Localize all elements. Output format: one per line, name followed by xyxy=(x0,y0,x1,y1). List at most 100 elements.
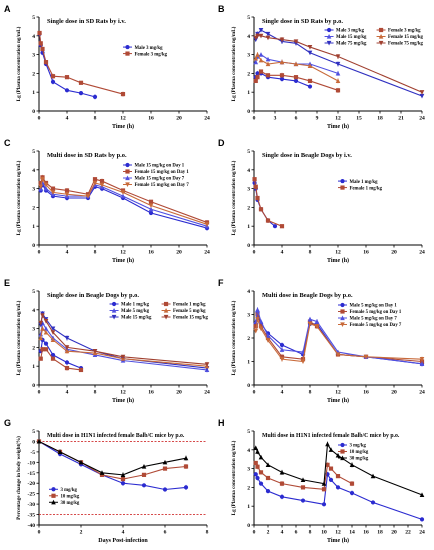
legend-entry-label: Female 1 mg/kg xyxy=(350,186,383,191)
series-3 xyxy=(253,69,341,93)
data-point xyxy=(120,193,126,199)
x-axis-label: Time (h) xyxy=(327,257,349,264)
x-axis-label: Time (h) xyxy=(112,257,134,264)
legend-entry-label: Female 15 mg/kg xyxy=(388,35,424,40)
data-point xyxy=(50,190,56,195)
data-point xyxy=(50,79,56,84)
y-tick-label: -15 xyxy=(28,471,36,477)
y-tick-label: 3 xyxy=(247,53,250,59)
data-point xyxy=(265,333,271,338)
y-axis-label: Lg (Plasma concentration ng/mL) xyxy=(230,160,237,235)
x-axis-label: Time (h) xyxy=(327,537,349,544)
legend-swatch-marker xyxy=(125,162,130,168)
chart-title: Single dose in Beagle Dogs by p.o. xyxy=(47,292,139,299)
data-point xyxy=(328,466,334,471)
legend-entry-label: Female 3 mg/kg xyxy=(135,52,168,57)
legend-swatch-marker xyxy=(378,40,384,46)
y-tick-label: 5 xyxy=(247,429,250,435)
x-tick-label: 20 xyxy=(176,116,182,122)
data-point xyxy=(92,180,98,186)
x-tick-label: 4 xyxy=(281,390,284,396)
data-point xyxy=(148,199,154,204)
y-axis-label: Percentage change in body weight(%) xyxy=(15,436,22,520)
data-point xyxy=(279,357,285,362)
legend-entry-label: Male 5 mg/kg xyxy=(121,309,150,314)
data-point xyxy=(279,481,285,486)
y-tick-label: 5 xyxy=(247,15,250,21)
y-tick-label: 3 xyxy=(247,187,250,193)
legend-entry-label: Male 1 mg/kg xyxy=(121,303,150,308)
legend-entry-label: Male 3 mg/kg xyxy=(336,29,365,34)
legend-swatch-marker xyxy=(125,44,130,50)
data-point xyxy=(253,445,259,451)
y-tick-label: 3 xyxy=(32,187,35,193)
y-axis-label: Lg (Plasma concentration ng/mL) xyxy=(230,440,237,515)
y-tick-label: 0 xyxy=(247,383,250,389)
y-tick-label: 0 xyxy=(247,109,250,115)
chart-title: Multi dose in SD Rats by p.o. xyxy=(47,152,127,159)
series-4 xyxy=(253,52,341,84)
x-tick-label: 18 xyxy=(377,530,383,536)
y-axis-label: Lg (Plasma concentration ng/mL) xyxy=(15,160,22,235)
y-tick-label: -35 xyxy=(28,513,36,519)
data-point xyxy=(43,186,49,191)
legend-swatch-marker xyxy=(125,182,130,188)
x-axis-label: Time (h) xyxy=(327,397,349,404)
data-point xyxy=(253,78,258,84)
y-tick-label: 2 xyxy=(247,485,250,491)
legend-entry-label: 30 mg/kg xyxy=(350,457,369,462)
x-tick-label: 8 xyxy=(309,530,312,536)
x-tick-label: 8 xyxy=(309,250,312,256)
y-tick-label: 2 xyxy=(32,71,35,77)
legend-swatch-marker xyxy=(340,302,345,308)
data-point xyxy=(162,466,168,471)
data-point xyxy=(141,463,147,469)
y-tick-label: 0 xyxy=(247,243,250,249)
x-tick-label: 0 xyxy=(253,250,256,256)
chart-title: Single dose in Beagle Dogs by i.v. xyxy=(262,152,352,159)
series-0 xyxy=(36,439,189,492)
series-1 xyxy=(37,30,126,97)
x-tick-label: 16 xyxy=(363,250,369,256)
legend-entry-label: Female 15 mg/kg on Day 1 xyxy=(135,170,190,175)
data-point xyxy=(335,474,341,479)
data-point xyxy=(349,462,355,467)
data-point xyxy=(37,30,42,36)
y-tick-label: 3 xyxy=(32,327,35,333)
legend-swatch-marker xyxy=(340,322,345,328)
legend-swatch-marker xyxy=(51,499,56,505)
data-point xyxy=(64,188,70,193)
data-point xyxy=(253,184,258,189)
data-point xyxy=(255,307,260,312)
data-point xyxy=(162,487,168,492)
data-point xyxy=(419,361,425,366)
x-tick-label: 0 xyxy=(253,390,256,396)
y-tick-label: 2 xyxy=(247,205,250,211)
series-line xyxy=(39,32,124,95)
legend-swatch-marker xyxy=(163,314,169,320)
x-tick-label: 12 xyxy=(120,250,126,256)
panel-label: D xyxy=(218,138,225,148)
data-point xyxy=(50,326,56,332)
legend-entry-label: Male 15 mg/kg on Day 7 xyxy=(135,177,185,182)
data-point xyxy=(92,349,98,354)
data-point xyxy=(258,52,264,57)
data-point xyxy=(120,190,126,195)
x-tick-label: 0 xyxy=(253,116,256,122)
x-tick-label: 8 xyxy=(309,390,312,396)
x-tick-label: 18 xyxy=(377,116,383,122)
x-tick-label: 9 xyxy=(316,116,319,122)
y-tick-label: 5 xyxy=(32,15,35,21)
data-point xyxy=(57,449,63,454)
data-point xyxy=(120,91,126,97)
y-axis-label: Lg (Plasma concentration ng/mL) xyxy=(15,300,22,375)
chart-title: Single dose in SD Rats by i.v. xyxy=(47,18,126,25)
x-tick-label: 24 xyxy=(419,250,425,256)
x-tick-label: 20 xyxy=(391,390,397,396)
data-point xyxy=(43,341,49,346)
legend-swatch-marker xyxy=(163,307,169,313)
